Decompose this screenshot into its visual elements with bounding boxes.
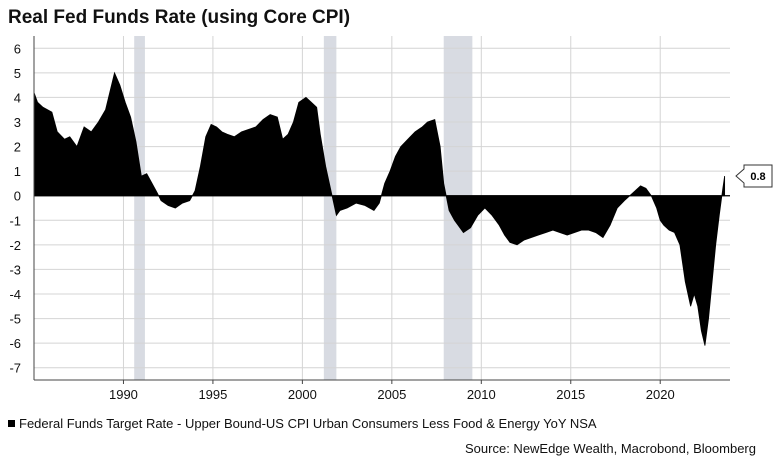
- x-tick-label: 2015: [556, 387, 585, 402]
- series-area: [33, 71, 726, 346]
- x-tick-label: 1995: [198, 387, 227, 402]
- x-tick-label: 2000: [288, 387, 317, 402]
- series-0-area: [33, 71, 726, 346]
- last-value-callout: 0.8: [735, 164, 773, 188]
- x-tick-label: 1990: [109, 387, 138, 402]
- y-tick-label: 3: [14, 115, 21, 130]
- y-tick-label: -7: [9, 361, 21, 376]
- y-tick-label: 1: [14, 164, 21, 179]
- y-tick-label: 5: [14, 66, 21, 81]
- recession-bands: [134, 36, 473, 380]
- last-value-label: 0.8: [750, 171, 765, 183]
- legend-label: Federal Funds Target Rate - Upper Bound-…: [19, 416, 597, 431]
- y-tick-label: -3: [9, 262, 21, 277]
- chart-title: Real Fed Funds Rate (using Core CPI): [8, 7, 351, 28]
- y-tick-label: -5: [9, 312, 21, 327]
- y-tick-label: -1: [9, 213, 21, 228]
- x-tick-label: 2005: [377, 387, 406, 402]
- source-note: Source: NewEdge Wealth, Macrobond, Bloom…: [465, 441, 756, 456]
- y-tick-label: 6: [14, 41, 21, 56]
- axes: [33, 36, 730, 381]
- legend: Federal Funds Target Rate - Upper Bound-…: [8, 416, 597, 431]
- legend-swatch: [8, 420, 15, 427]
- last-value-box: [735, 164, 773, 188]
- y-tick-label: 4: [14, 90, 21, 105]
- y-tick-labels: 6 5 4 3 2 1 0 -1 -2 -3 -4 -5 -6 -7: [9, 41, 21, 375]
- y-tick-label: 0: [14, 189, 21, 204]
- y-tick-label: -2: [9, 238, 21, 253]
- recession-band-0: [134, 36, 145, 380]
- y-tick-label: -4: [9, 287, 21, 302]
- y-tick-label: 2: [14, 140, 21, 155]
- y-tick-label: -6: [9, 336, 21, 351]
- x-tick-label: 2010: [467, 387, 496, 402]
- x-tick-labels: 1990 1995 2000 2005 2010 2015 2020: [109, 380, 675, 402]
- x-tick-label: 2020: [646, 387, 675, 402]
